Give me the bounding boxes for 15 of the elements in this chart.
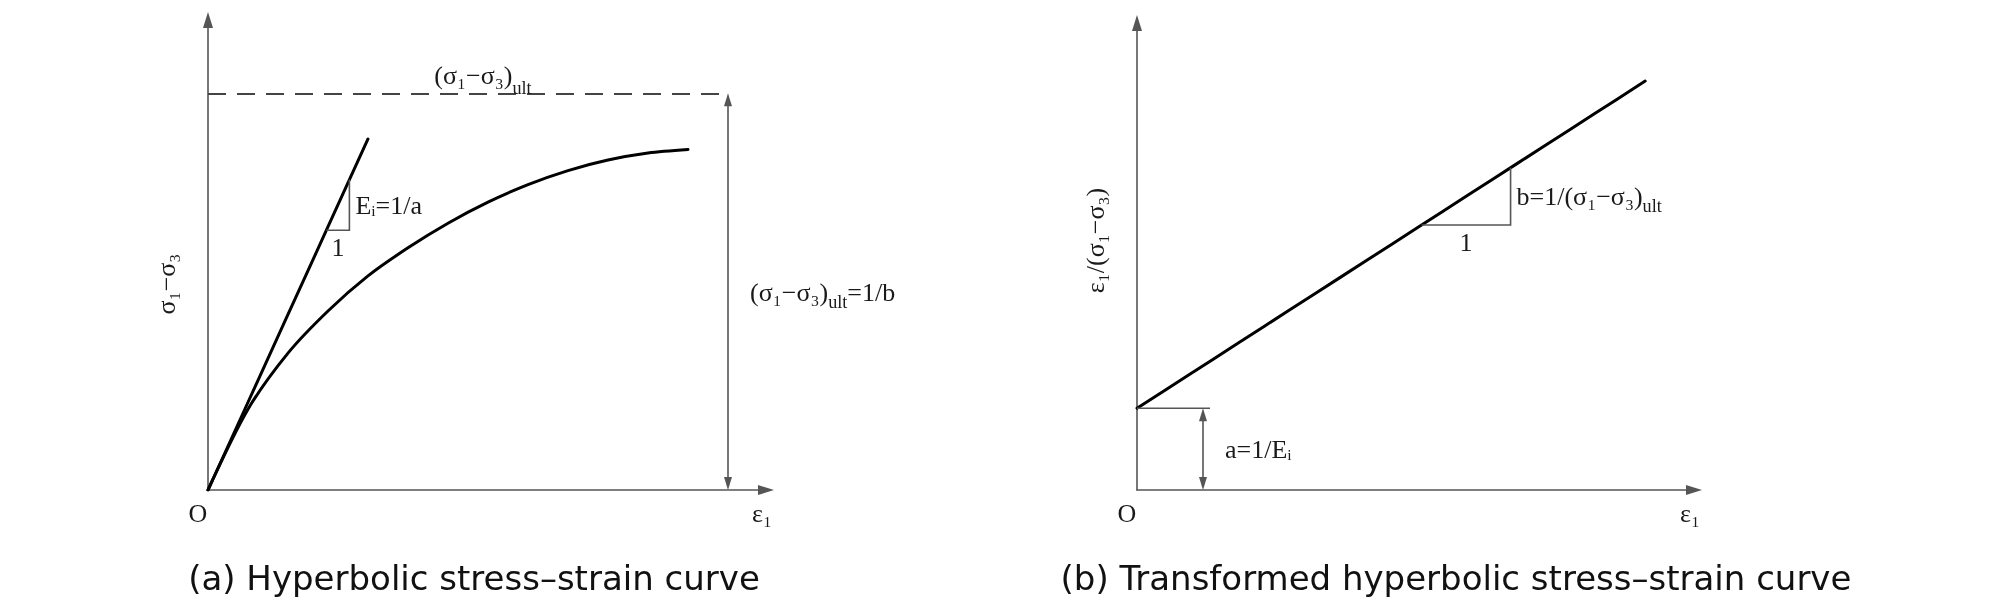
text: (b) Transformed hyperbolic stress–strain curve bbox=[1060, 558, 1852, 598]
annotation: 1 bbox=[331, 233, 345, 263]
ref-line-label: (σ₁−σ₃)$_{ult}$ bbox=[434, 61, 532, 99]
y-axis-title: σ₁−σ₃ bbox=[151, 253, 181, 315]
annotation: (σ₁−σ₃)$_{ult}$=1/b bbox=[750, 277, 896, 312]
y-axis-title: ε₁/(σ₁−σ₃) bbox=[1080, 187, 1110, 294]
annotation: Eᵢ=1/a bbox=[355, 190, 423, 220]
annotation: b=1/(σ₁−σ₃)$_{ult}$ bbox=[1516, 181, 1662, 217]
x-axis-title: ε₁ bbox=[752, 499, 772, 528]
annotation: a=1/Eᵢ bbox=[1225, 434, 1293, 464]
x-axis-title: ε₁ bbox=[1680, 499, 1700, 528]
text: O bbox=[188, 499, 208, 528]
text: (a) Hyperbolic stress–strain curve bbox=[188, 558, 760, 598]
text: O bbox=[1117, 499, 1137, 528]
annotation: 1 bbox=[1459, 228, 1473, 258]
